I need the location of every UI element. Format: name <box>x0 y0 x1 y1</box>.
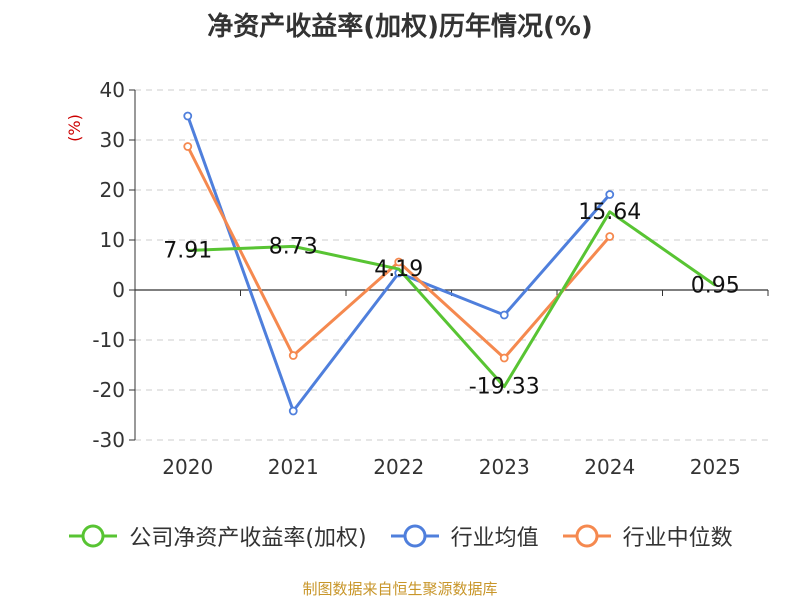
series-line <box>186 145 611 360</box>
series-point <box>183 142 193 151</box>
legend-item-company[interactable]: 公司净资产收益率(加权) <box>67 520 367 552</box>
y-tick-label: -20 <box>92 378 125 402</box>
x-tick-label: 2020 <box>162 455 213 479</box>
data-label: 4.19 <box>374 257 423 282</box>
legend-item-industry-median[interactable]: 行业中位数 <box>561 520 733 552</box>
y-tick-label: 40 <box>100 78 125 102</box>
y-tick-label: -30 <box>92 428 125 452</box>
data-label: 15.64 <box>578 200 641 225</box>
series-point <box>499 353 509 363</box>
y-tick-label: 20 <box>100 178 125 202</box>
series-point <box>605 190 615 199</box>
data-label: 8.73 <box>269 234 318 259</box>
series-point <box>288 351 298 360</box>
series-point <box>183 111 193 121</box>
legend-label-industry-median: 行业中位数 <box>622 526 733 551</box>
x-tick-label: 2021 <box>268 455 319 479</box>
legend-marker-industry-mean <box>390 524 439 548</box>
series-point <box>288 406 298 416</box>
data-label: 7.91 <box>163 238 212 263</box>
legend-item-industry-mean[interactable]: 行业均值 <box>389 520 539 552</box>
y-tick-label: 0 <box>112 278 125 302</box>
x-tick-label: 2025 <box>690 455 741 479</box>
series-point <box>394 257 404 267</box>
series-point <box>499 310 509 320</box>
series-line <box>187 210 717 389</box>
series-point <box>605 232 615 241</box>
legend-marker-company <box>69 524 118 548</box>
chart-legend: 公司净资产收益率(加权) 行业均值 行业中位数 <box>0 520 800 552</box>
data-label: 0.95 <box>691 273 740 298</box>
legend-label-company: 公司净资产收益率(加权) <box>129 526 367 551</box>
legend-marker-industry-median <box>562 524 611 548</box>
x-tick-label: 2024 <box>584 455 635 479</box>
data-label: -19.33 <box>469 375 540 400</box>
source-note: 制图数据来自恒生聚源数据库 <box>302 580 498 598</box>
x-tick-label: 2023 <box>479 455 530 479</box>
chart-title: 净资产收益率(加权)历年情况(%) <box>207 12 593 42</box>
x-tick-label: 2022 <box>373 455 424 479</box>
y-tick-label: -10 <box>92 328 125 352</box>
y-tick-label: 10 <box>100 228 125 252</box>
y-tick-label: 30 <box>100 128 125 152</box>
y-axis-label: (%) <box>65 114 84 142</box>
legend-label-industry-mean: 行业均值 <box>450 526 539 551</box>
